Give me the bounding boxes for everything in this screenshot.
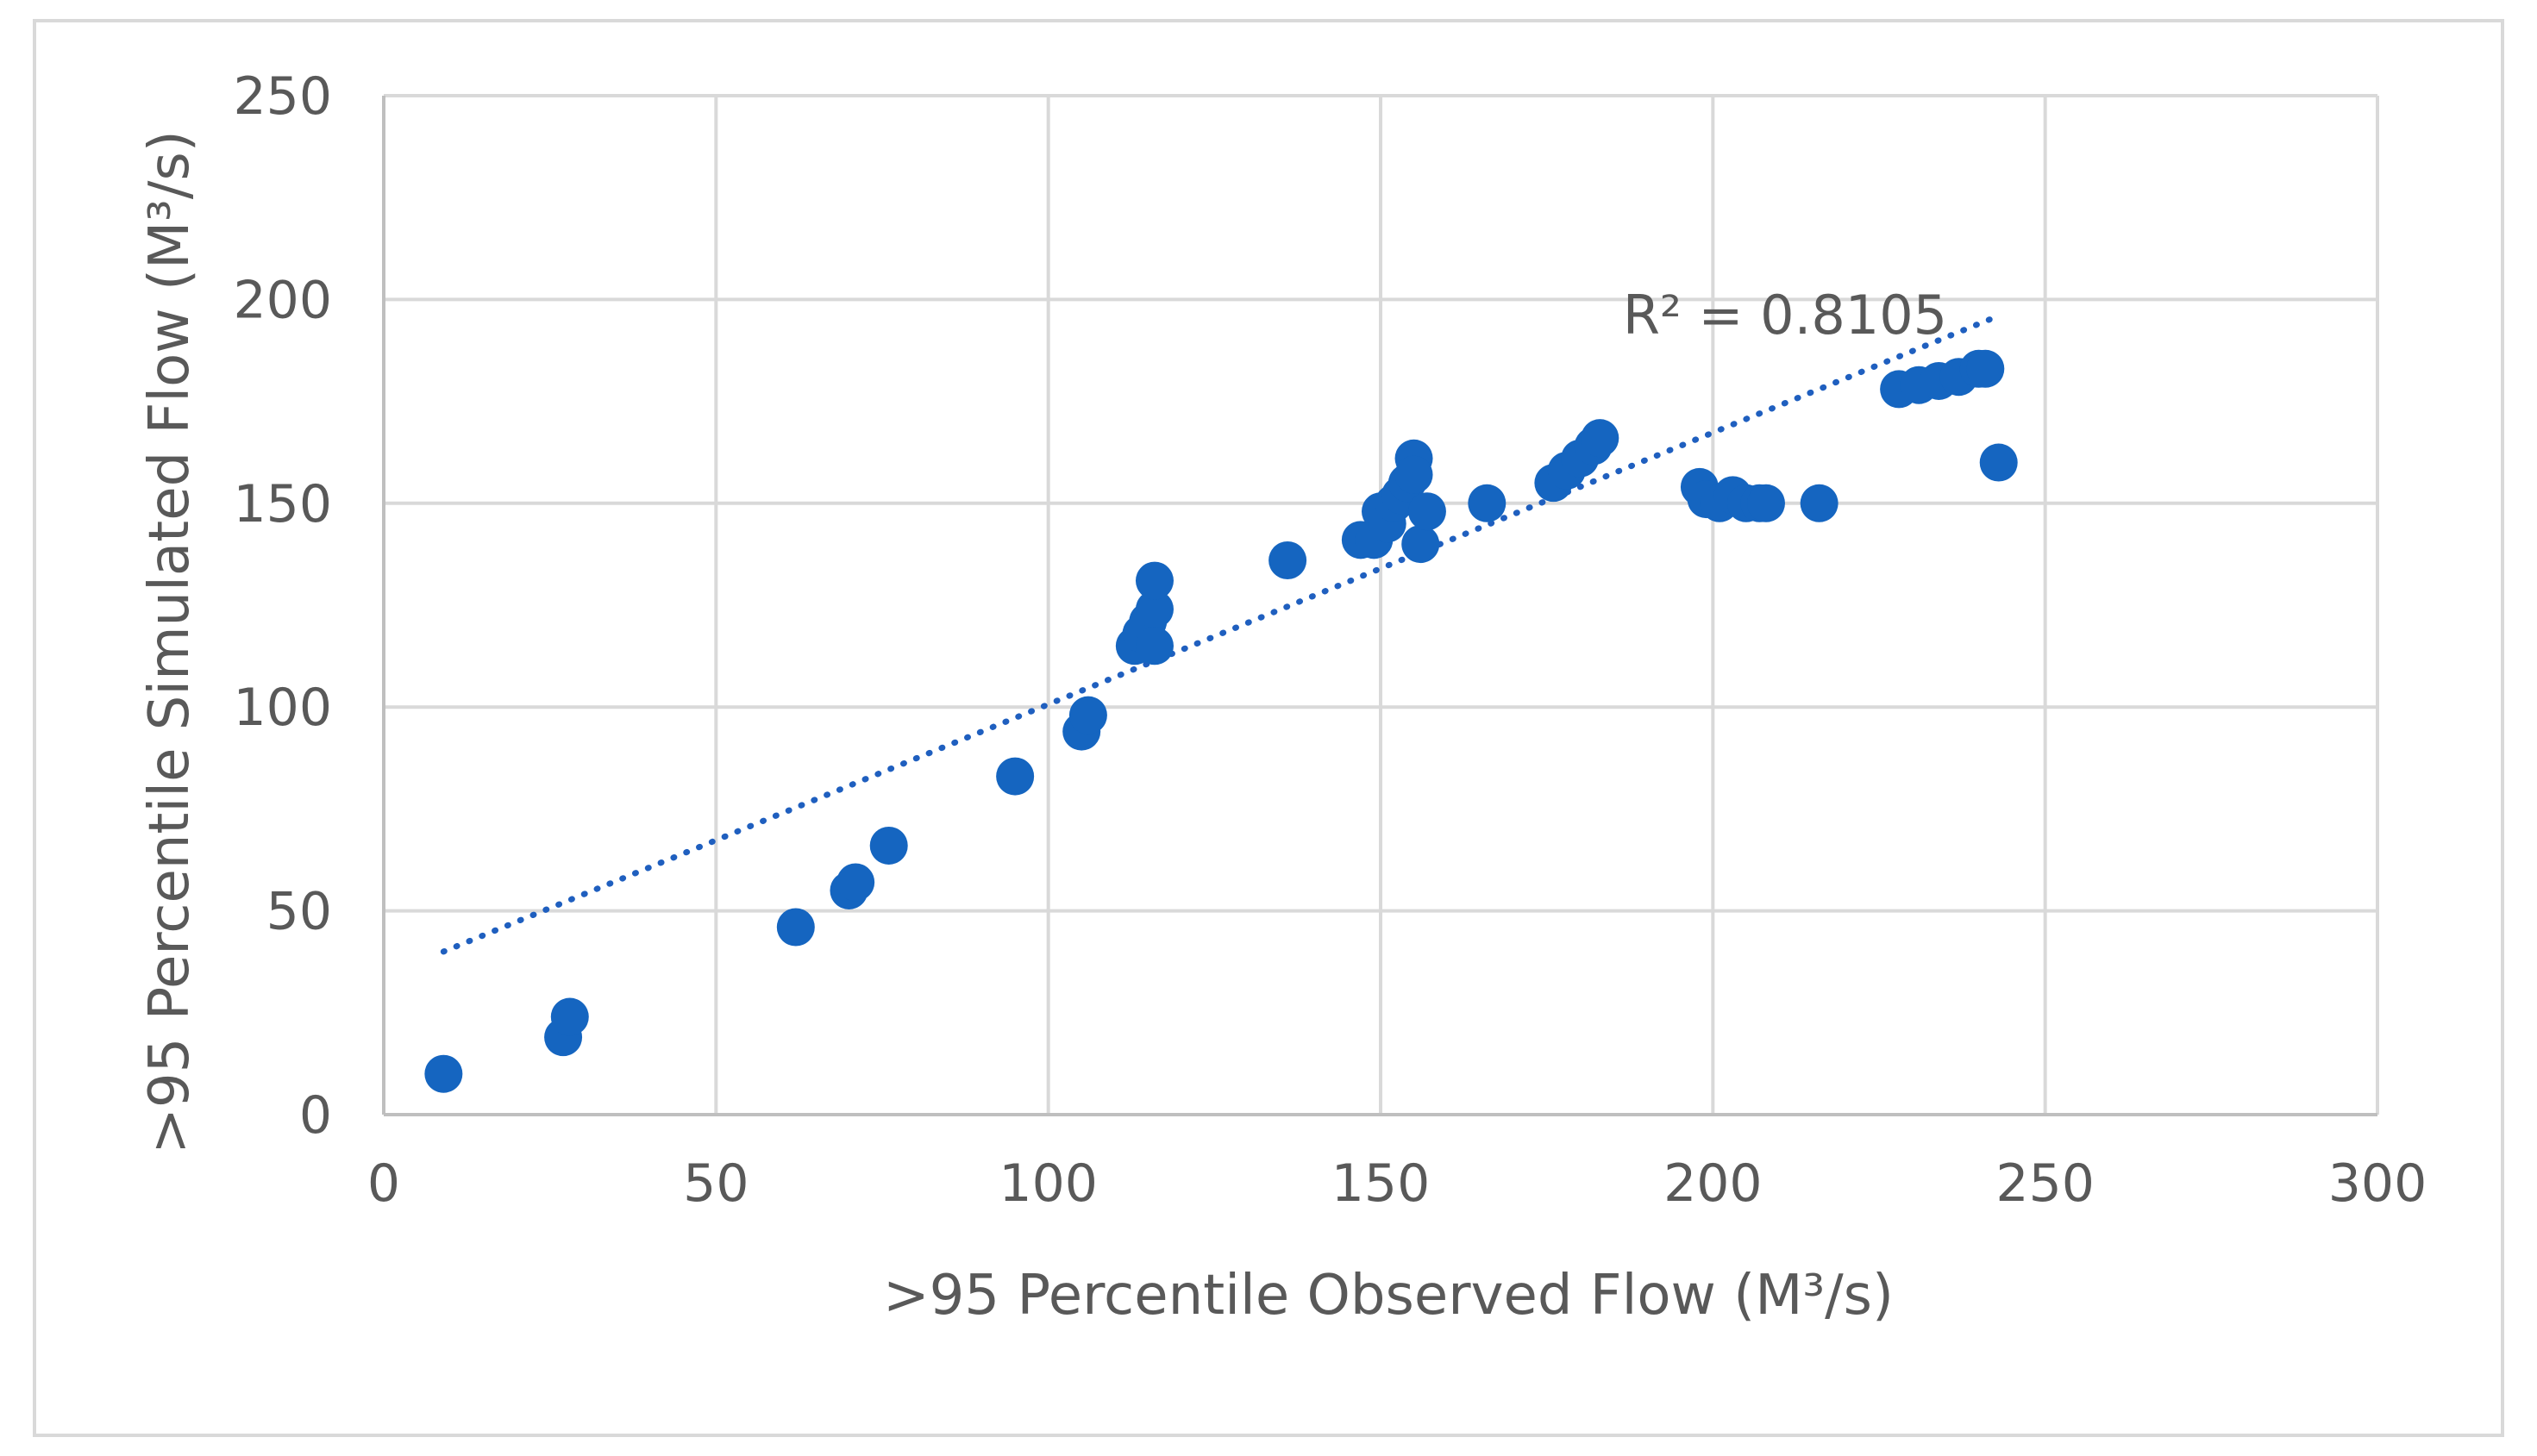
x-tick-label: 250 [1995,1153,2095,1214]
x-tick-label: 300 [2328,1153,2427,1214]
data-point [424,1054,463,1093]
chart-frame [33,19,2504,1437]
data-point [1966,349,2005,388]
data-point [776,908,815,947]
data-point [1401,525,1440,564]
x-tick-label: 150 [1331,1153,1431,1214]
x-axis-title: >95 Percentile Observed Flow (M³/s) [883,1264,1894,1328]
data-point [1468,484,1507,522]
data-point [550,997,589,1036]
y-tick-label: 0 [299,1085,332,1146]
data-point [1800,484,1839,522]
y-tick-label: 50 [266,882,332,942]
data-point [1581,419,1619,458]
y-axis-title: >95 Percentile Simulated Flow (M³/s) [138,130,202,1153]
data-point [1979,443,2018,482]
trendline-group [440,312,2002,955]
data-point [996,757,1035,796]
data-point [1407,492,1446,531]
data-point [1268,541,1307,579]
trendline [440,312,2002,955]
x-tick-label: 50 [683,1153,749,1214]
data-points [424,349,2018,1093]
y-tick-label: 200 [233,270,332,330]
x-tick-label: 0 [367,1153,400,1214]
data-point [1135,590,1174,628]
data-point [869,826,908,865]
y-tick-label: 150 [233,474,332,534]
x-tick-label: 200 [1663,1153,1763,1214]
data-point [1394,455,1433,494]
x-tick-labels: 0 50 100 150 200 250 300 [367,1153,2427,1214]
data-point [1135,561,1174,600]
y-tick-label: 100 [233,678,332,738]
x-tick-label: 100 [999,1153,1098,1214]
gridlines [382,94,2379,1116]
r-squared-annotation: R² = 0.8105 [1623,284,1947,347]
y-tick-labels: 0 50 100 150 200 250 [233,66,332,1146]
data-point [1135,627,1174,666]
data-point [1068,696,1107,734]
y-tick-label: 250 [233,66,332,127]
data-point [1746,484,1785,522]
data-point [836,863,875,902]
